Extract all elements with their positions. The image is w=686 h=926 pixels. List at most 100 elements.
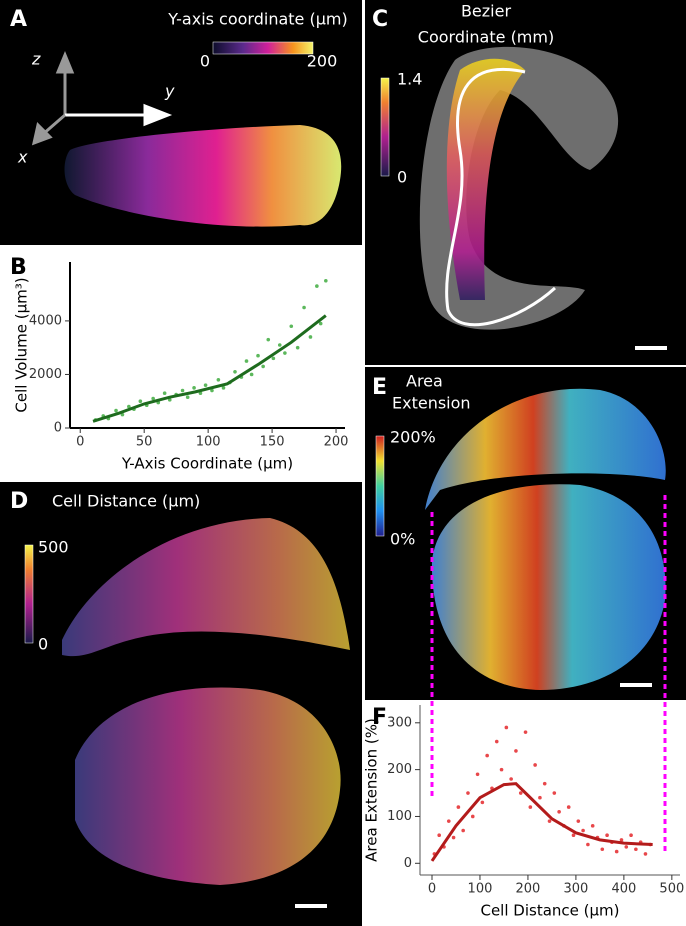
panel-label: D: [10, 489, 28, 514]
data-point: [485, 753, 489, 758]
data-point: [289, 324, 294, 329]
data-point: [210, 388, 214, 393]
data-point: [538, 795, 542, 800]
data-point: [256, 353, 260, 358]
y-axis-label: Cell Volume (μm³): [13, 277, 31, 412]
data-point: [542, 781, 547, 786]
data-point: [456, 805, 461, 809]
dome-render: [425, 388, 666, 510]
data-point: [514, 749, 518, 753]
axis-name: z: [31, 50, 41, 69]
data-point: [494, 739, 499, 744]
root-render: [75, 687, 341, 885]
data-point: [600, 847, 605, 852]
axis-name: x: [17, 148, 28, 167]
data-point: [547, 819, 552, 823]
panel-label: C: [372, 7, 388, 32]
data-point: [221, 386, 226, 390]
data-point: [461, 828, 465, 833]
data-point: [203, 383, 208, 387]
colorbar-max: 200%: [390, 428, 436, 447]
y-tick-label: 100: [387, 809, 412, 824]
data-point: [295, 345, 300, 350]
root-render: [62, 518, 350, 657]
y-tick-label: 0: [404, 856, 412, 871]
data-point: [533, 763, 537, 767]
x-tick-label: 500: [659, 882, 684, 897]
data-point: [614, 849, 619, 854]
data-point: [451, 835, 456, 840]
data-point: [475, 772, 480, 777]
root-render: [64, 125, 342, 227]
x-tick-label: 0: [428, 882, 436, 897]
data-point: [283, 351, 287, 355]
data-point: [437, 833, 441, 837]
data-point: [180, 388, 185, 393]
data-point: [446, 819, 451, 823]
data-point: [324, 278, 328, 283]
colorbar-title: Bezier: [461, 2, 512, 21]
panel-label: A: [10, 7, 27, 32]
fit-line: [430, 782, 653, 862]
axis-arrow: [31, 113, 66, 146]
data-point: [624, 845, 629, 849]
data-point: [552, 791, 557, 795]
data-point: [619, 838, 624, 842]
x-tick-label: 50: [136, 435, 153, 450]
x-tick-label: 200: [324, 435, 349, 450]
data-point: [266, 337, 271, 342]
colorbar-title: Coordinate (mm): [418, 28, 554, 47]
data-point: [233, 369, 237, 374]
data-point: [114, 408, 118, 413]
axis-arrow: [65, 103, 173, 127]
data-point: [504, 725, 509, 730]
x-tick-label: 150: [260, 435, 285, 450]
x-tick-label: 300: [563, 882, 588, 897]
colorbar: [375, 435, 385, 537]
data-point: [244, 359, 249, 363]
data-point: [315, 284, 319, 288]
y-axis-label: Area Extension (%): [363, 718, 381, 862]
data-point: [557, 809, 561, 814]
axis-arrow: [55, 51, 75, 115]
data-point: [318, 321, 323, 326]
x-axis-label: Cell Distance (μm): [480, 902, 619, 920]
x-tick-label: 100: [196, 435, 221, 450]
colorbar-min: 0%: [390, 530, 415, 549]
data-point: [470, 814, 475, 819]
colorbar-min: 0: [38, 635, 48, 654]
data-point: [605, 833, 609, 837]
y-tick-label: 300: [387, 715, 412, 730]
x-tick-label: 400: [611, 882, 636, 897]
scale-bar: [295, 904, 327, 908]
colorbar-title: Y-axis coordinate (μm): [167, 10, 347, 29]
dome-render: [431, 484, 666, 690]
colorbar: [380, 77, 390, 177]
data-point: [151, 396, 155, 401]
colorbar-title: Cell Distance (μm): [52, 492, 200, 511]
panel-f-bg: [365, 700, 686, 926]
colorbar: [212, 41, 314, 55]
data-point: [466, 791, 470, 795]
colorbar-max: 500: [38, 538, 69, 557]
data-point: [127, 404, 131, 409]
scale-bar: [620, 683, 652, 687]
data-point: [192, 386, 196, 390]
data-point: [277, 343, 282, 347]
colorbar-title: Extension: [392, 394, 471, 413]
data-point: [499, 767, 504, 772]
panel-b-bg: [0, 245, 362, 480]
colorbar-max: 1.4: [397, 70, 422, 89]
x-tick-label: 0: [76, 435, 84, 450]
colorbar-title: Area: [406, 372, 443, 391]
axis-name: y: [164, 82, 175, 101]
colorbar-max: 200: [307, 52, 338, 71]
colorbar-min: 0: [200, 52, 210, 71]
data-point: [629, 833, 633, 837]
data-point: [249, 372, 254, 377]
y-tick-label: 0: [54, 421, 62, 436]
data-point: [162, 391, 167, 395]
data-point: [216, 378, 221, 382]
x-tick-label: 100: [468, 882, 493, 897]
